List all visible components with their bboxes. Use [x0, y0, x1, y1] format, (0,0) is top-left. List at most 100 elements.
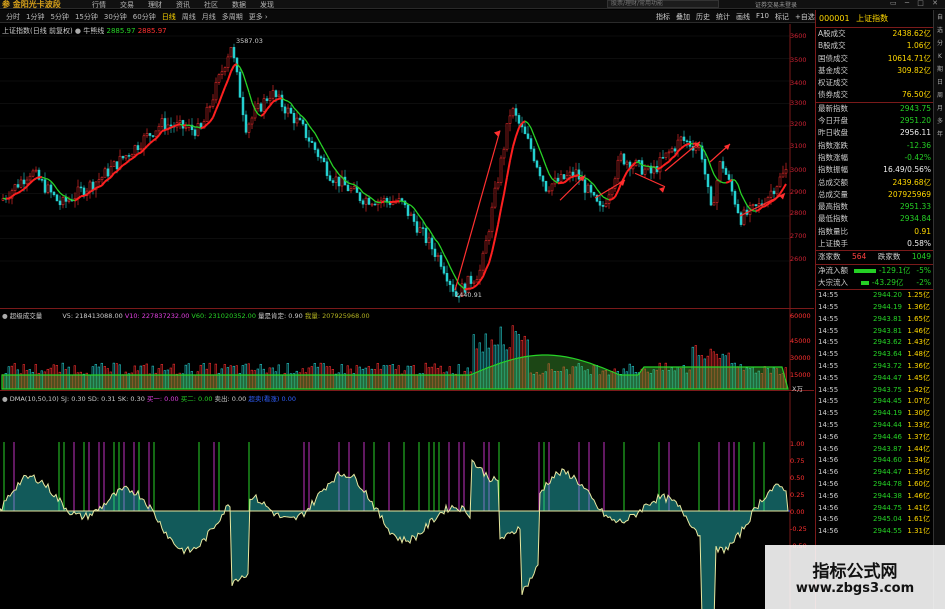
menu-item-market[interactable]: 行情	[92, 1, 106, 9]
tick-row[interactable]: 14:56 2944.55 1.31亿	[816, 526, 933, 538]
tick-row[interactable]: 14:56 2944.38 1.46亿	[816, 491, 933, 503]
quotes-label: 上证换手	[818, 239, 848, 249]
tick-time: 14:55	[818, 421, 839, 429]
menu-item-trade[interactable]: 交易	[120, 1, 134, 9]
tool-add-watchlist[interactable]: +自选	[794, 13, 815, 21]
sidebar-item[interactable]: 期	[936, 66, 943, 73]
tick-row[interactable]: 14:55 2943.72 1.36亿	[816, 361, 933, 373]
tab-30min[interactable]: 30分钟	[103, 13, 127, 21]
candle-body	[733, 191, 737, 205]
sidebar-item[interactable]: 多	[936, 118, 943, 125]
tick-amount: 1.46亿	[907, 326, 930, 335]
candle-body	[595, 194, 599, 202]
sidebar-item[interactable]: 分	[936, 40, 943, 47]
quotes-label: 总成交量	[818, 189, 848, 199]
tool-draw[interactable]: 画线	[736, 13, 750, 21]
candle-body	[196, 123, 200, 136]
kline-canvas[interactable]	[0, 24, 814, 309]
menu-item-data[interactable]: 数据	[232, 1, 246, 9]
sidebar-item[interactable]: 日	[936, 79, 943, 86]
tick-row[interactable]: 14:55 2943.75 1.42亿	[816, 385, 933, 397]
indicator-value-red: 2885.97	[137, 27, 167, 35]
tick-row[interactable]: 14:55 2944.45 1.07亿	[816, 396, 933, 408]
ma-line-segment	[254, 109, 259, 115]
tick-row[interactable]: 14:55 2944.20 1.25亿	[816, 290, 933, 302]
ma-line-segment	[293, 107, 298, 112]
ma-line-segment	[449, 266, 454, 274]
tick-row[interactable]: 14:55 2943.62 1.43亿	[816, 337, 933, 349]
tab-60min[interactable]: 60分钟	[132, 13, 156, 21]
ma-line-segment	[251, 102, 256, 110]
tick-row[interactable]: 14:56 2944.46 1.37亿	[816, 432, 933, 444]
ma-line-segment	[317, 138, 322, 145]
volume-panel-title: ● 超级成交量 V5: 218413088.00 V10: 227837232.…	[2, 310, 370, 320]
tab-weekly[interactable]: 周线	[181, 13, 196, 21]
tick-row[interactable]: 14:56 2943.87 1.44亿	[816, 444, 933, 456]
ma-line-segment	[428, 228, 433, 235]
sidebar-item[interactable]: 周	[936, 92, 943, 99]
sidebar-item[interactable]: 自	[936, 14, 943, 21]
sidebar-item[interactable]: 选	[936, 27, 943, 34]
tick-row[interactable]: 14:55 2944.44 1.33亿	[816, 420, 933, 432]
tool-overlay[interactable]: 叠加	[676, 13, 690, 21]
tick-row[interactable]: 14:55 2944.19 1.36亿	[816, 302, 933, 314]
tool-f10[interactable]: F10	[756, 12, 769, 20]
tab-multi-period[interactable]: 多周期	[221, 13, 243, 21]
menu-item-community[interactable]: 社区	[204, 1, 218, 9]
tick-row[interactable]: 14:56 2944.75 1.41亿	[816, 503, 933, 515]
sidebar-item[interactable]: 年	[936, 131, 943, 138]
tab-more[interactable]: 更多 ›	[248, 13, 268, 21]
tool-stats[interactable]: 统计	[716, 13, 730, 21]
tick-row[interactable]: 14:55 2943.81 1.46亿	[816, 326, 933, 338]
trend-arrow-head	[724, 144, 730, 150]
tick-row[interactable]: 14:56 2944.78 1.60亿	[816, 479, 933, 491]
ma-line-segment	[608, 198, 613, 201]
tick-row[interactable]: 14:55 2944.19 1.30亿	[816, 408, 933, 420]
ma-line-segment	[230, 65, 235, 72]
stats-row: 基金成交 309.82亿	[816, 65, 933, 77]
tick-row[interactable]: 14:55 2943.64 1.48亿	[816, 349, 933, 361]
search-input[interactable]: 股票/理财/常用功能	[607, 0, 719, 8]
window-controls[interactable]: ▭ ─ □ ✕	[890, 0, 941, 7]
ma-line-segment	[275, 97, 280, 101]
tab-intraday[interactable]: 分时	[6, 13, 20, 21]
dma-panel[interactable]: ● DMA(10,50,10) SJ: 0.30 SD: 0.31 SK: 0.…	[0, 392, 814, 609]
candle-body	[205, 106, 209, 122]
kline-chart[interactable]: 上证指数(日线 前复权) ● 牛熊线 2885.97 2885.97 3587.…	[0, 24, 814, 309]
ma-line-segment	[17, 190, 22, 194]
tick-row[interactable]: 14:56 2944.47 1.35亿	[816, 467, 933, 479]
tab-1min[interactable]: 1分钟	[26, 13, 45, 21]
tool-indicator[interactable]: 指标	[656, 13, 670, 21]
tab-15min[interactable]: 15分钟	[74, 13, 98, 21]
tool-history[interactable]: 历史	[696, 13, 710, 21]
login-status[interactable]: 证券交易未登录	[755, 2, 798, 9]
tick-row[interactable]: 14:55 2944.47 1.45亿	[816, 373, 933, 385]
indicator-bullet-icon: ●	[74, 27, 84, 35]
candle-body	[358, 192, 362, 201]
sidebar-item[interactable]: 月	[936, 105, 943, 112]
tick-row[interactable]: 14:55 2943.81 1.65亿	[816, 314, 933, 326]
tab-daily[interactable]: 日线	[161, 13, 176, 21]
ma-line-segment	[353, 183, 358, 188]
tick-row[interactable]: 14:56 2945.04 1.61亿	[816, 514, 933, 526]
tick-amount: 1.46亿	[907, 491, 930, 500]
dma-canvas[interactable]	[0, 392, 814, 609]
tab-monthly[interactable]: 月线	[201, 13, 216, 21]
tick-row[interactable]: 14:56 2944.60 1.34亿	[816, 455, 933, 467]
tick-list[interactable]: 14:55 2944.20 1.25亿 14:55 2944.19 1.36亿 14:55 2…	[816, 290, 933, 538]
quotes-value: 2951.33	[899, 202, 931, 212]
candle-body	[337, 176, 341, 187]
menu-item-news[interactable]: 资讯	[176, 1, 190, 9]
menu-item-finance[interactable]: 理财	[148, 1, 162, 9]
tool-mark[interactable]: 标记	[774, 13, 789, 21]
tick-amount: 1.65亿	[907, 314, 930, 323]
menu-item-discover[interactable]: 发现	[260, 1, 274, 9]
sidebar-item[interactable]: K	[938, 53, 942, 60]
volume-panel[interactable]: ● 超级成交量 V5: 218413088.00 V10: 227837232.…	[0, 309, 814, 393]
tab-5min[interactable]: 5分钟	[50, 13, 69, 21]
candle-body	[232, 47, 236, 59]
candle-body	[13, 184, 17, 191]
candle-body	[289, 107, 293, 114]
volume-canvas[interactable]	[0, 309, 814, 391]
candle-body	[211, 99, 215, 107]
